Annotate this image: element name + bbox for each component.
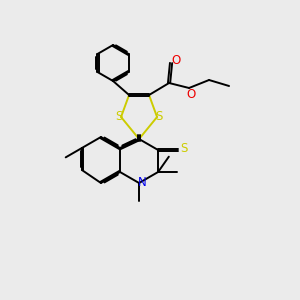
Text: N: N	[138, 176, 146, 190]
Text: S: S	[116, 110, 123, 124]
Text: S: S	[155, 110, 163, 124]
Text: O: O	[171, 55, 181, 68]
Text: S: S	[180, 142, 188, 155]
Text: O: O	[186, 88, 196, 100]
